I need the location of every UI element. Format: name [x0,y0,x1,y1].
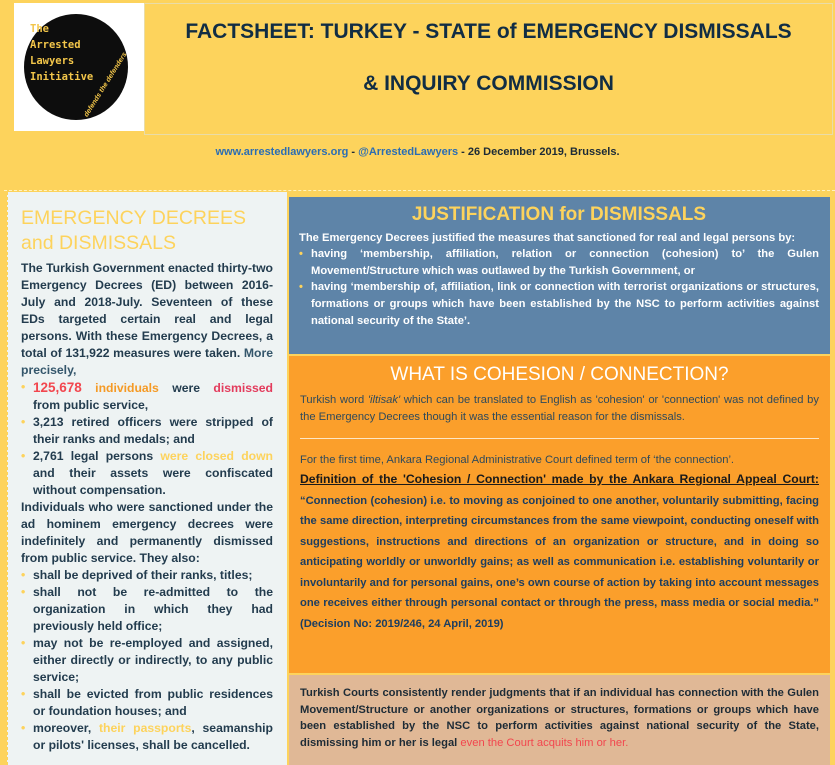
list-item: shall be deprived of their ranks, titles… [21,567,273,584]
logo-line: Lawyers [30,55,75,67]
website-link[interactable]: www.arrestedlawyers.org [215,146,349,158]
measures-list: 125,678 individuals were dismissed from … [21,379,273,499]
date-place: - 26 December 2019, Brussels. [458,146,620,158]
term: 'iltisak' [367,394,401,406]
list-item: 2,761 legal persons were closed down and… [21,448,273,499]
left-column: EMERGENCY DECREES and DISMISSALS The Tur… [7,192,287,765]
text-run: , seamanship or pilots' licenses, shall … [33,721,273,752]
right-column: JUSTIFICATION for DISMISSALS The Emergen… [289,197,830,765]
courts-box: Turkish Courts consistently render judgm… [289,675,830,765]
text-run: Turkish word [300,394,368,406]
logo-line: The [30,23,49,35]
text-run: were closed down [160,449,274,463]
list-item: 125,678 individuals were dismissed from … [21,379,273,414]
logo-line: Initiative [30,71,94,83]
intro-tail: More precisely, [21,346,273,377]
sanctions-paragraph: Individuals who were sanctioned under th… [21,500,273,565]
divider [4,190,835,191]
text-run: which can be translated to English as 'c… [300,394,819,423]
cohesion-box: WHAT IS COHESION / CONNECTION? Turkish w… [289,356,830,673]
text-run: their passports [99,721,192,735]
courts-text: Turkish Courts consistently render judgm… [300,687,819,749]
justification-list: having ‘membership, affiliation, relatio… [299,246,819,329]
cohesion-heading: WHAT IS COHESION / CONNECTION? [390,364,729,385]
text-run: from public service, [33,398,149,412]
logo-name: The Arrested Lawyers Initiative [30,21,93,85]
subtitle: www.arrestedlawyers.org - @ArrestedLawye… [0,146,835,158]
page-title-line1: FACTSHEET: TURKEY - STATE of EMERGENCY D… [185,20,792,43]
definition-text: “Connection (cohesion) i.e. to moving as… [300,494,819,630]
dismissed-count: 125,678 [33,380,82,395]
title-box: FACTSHEET: TURKEY - STATE of EMERGENCY D… [144,3,833,135]
logo-disc [24,14,128,120]
justification-intro: The Emergency Decrees justified the meas… [299,231,796,244]
page-title-line2: & INQUIRY COMMISSION [363,72,614,95]
twitter-handle-link[interactable]: @ArrestedLawyers [358,146,459,158]
text-run: dismissed [213,381,273,395]
cohesion-intro: Turkish word 'iltisak' which can be tran… [300,392,819,426]
courts-highlight: even the Court acquits him or her. [460,736,629,749]
logo-line: Arrested [30,39,81,51]
list-item: may not be re-employed and assigned, eit… [21,635,273,686]
list-item: moreover, their passports, seamanship or… [21,720,273,754]
sanctions-list: shall be deprived of their ranks, titles… [21,567,273,754]
left-heading: EMERGENCY DECREES and DISMISSALS [21,207,247,254]
first-time-text: For the first time, Ankara Regional Admi… [300,454,735,466]
text-run: and their assets were confiscated withou… [33,466,273,497]
list-item: shall be evicted from public residences … [21,686,273,720]
list-item: shall not be re-admitted to the organiza… [21,584,273,635]
divider [300,438,819,439]
text-run: individuals [81,381,159,395]
list-item: having ‘membership, affiliation, relatio… [299,246,819,279]
logo: The Arrested Lawyers Initiative defends … [14,3,144,131]
list-item: 3,213 retired officers were stripped of … [21,414,273,448]
text-run: were [158,381,214,395]
text-run: 2,761 legal persons [33,449,161,463]
text-run: moreover, [33,721,99,735]
definition: Definition of the 'Cohesion / Connection… [300,469,819,634]
separator: - [348,146,359,158]
list-item: having ‘membership of, affiliation, link… [299,279,819,329]
intro-paragraph: The Turkish Government enacted thirty-tw… [21,260,273,379]
justification-box: JUSTIFICATION for DISMISSALS The Emergen… [289,197,830,354]
justification-heading: JUSTIFICATION for DISMISSALS [411,204,707,225]
definition-heading: Definition of the 'Cohesion / Connection… [300,472,819,486]
intro-text: The Turkish Government enacted thirty-tw… [21,261,273,360]
